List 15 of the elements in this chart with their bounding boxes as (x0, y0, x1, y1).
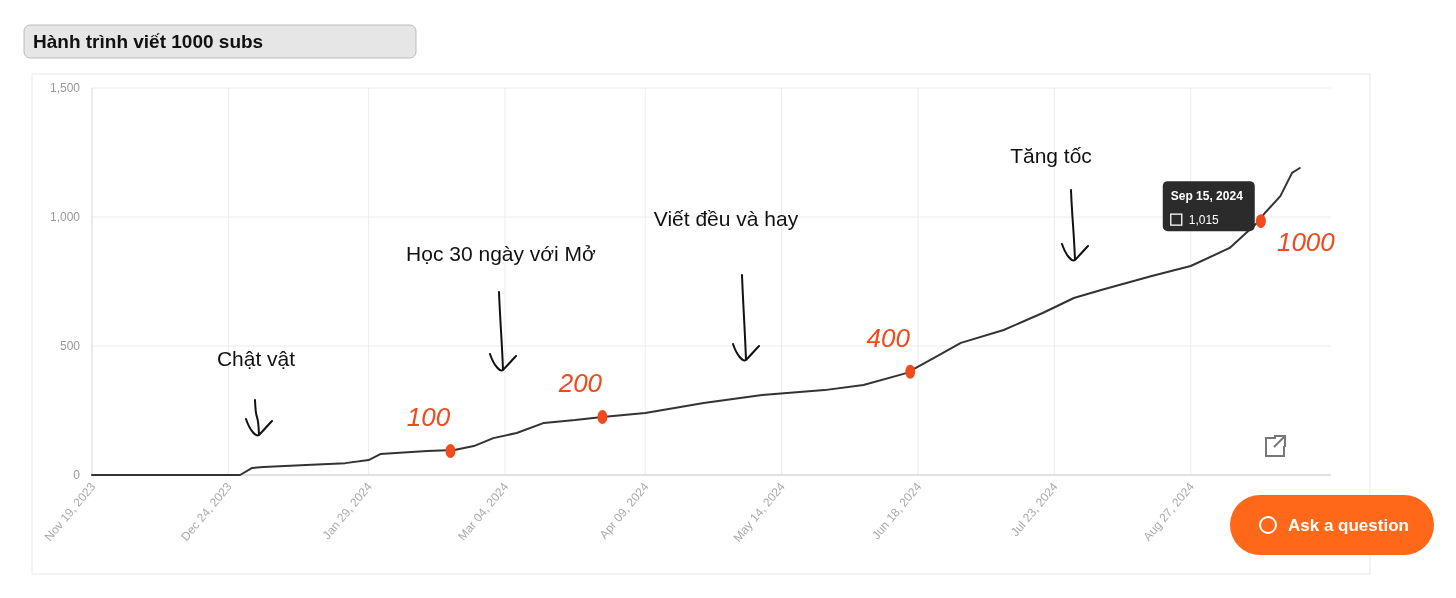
y-tick-label: 1,000 (49, 210, 81, 224)
annotation: Tăng tốc (1010, 144, 1092, 167)
annotation: 100 (406, 402, 451, 433)
annotation: Viết đều và hay (653, 207, 799, 230)
y-tick-label: 0 (73, 468, 81, 482)
y-tick-label: 500 (59, 339, 81, 353)
annotation: 1000 (1276, 227, 1336, 258)
annotation: Sep 15, 2024 1,015 (1170, 189, 1244, 228)
chart-title: Hành trình viết 1000 subs (33, 31, 264, 52)
text: Ask a question (1288, 516, 1409, 535)
annotation: 400 (866, 322, 911, 353)
y-tick-label: 1,500 (49, 81, 81, 95)
annotation: 200 (557, 367, 603, 398)
annotation: Học 30 ngày với Mở (406, 242, 597, 265)
annotation: Chật vật (216, 347, 296, 370)
